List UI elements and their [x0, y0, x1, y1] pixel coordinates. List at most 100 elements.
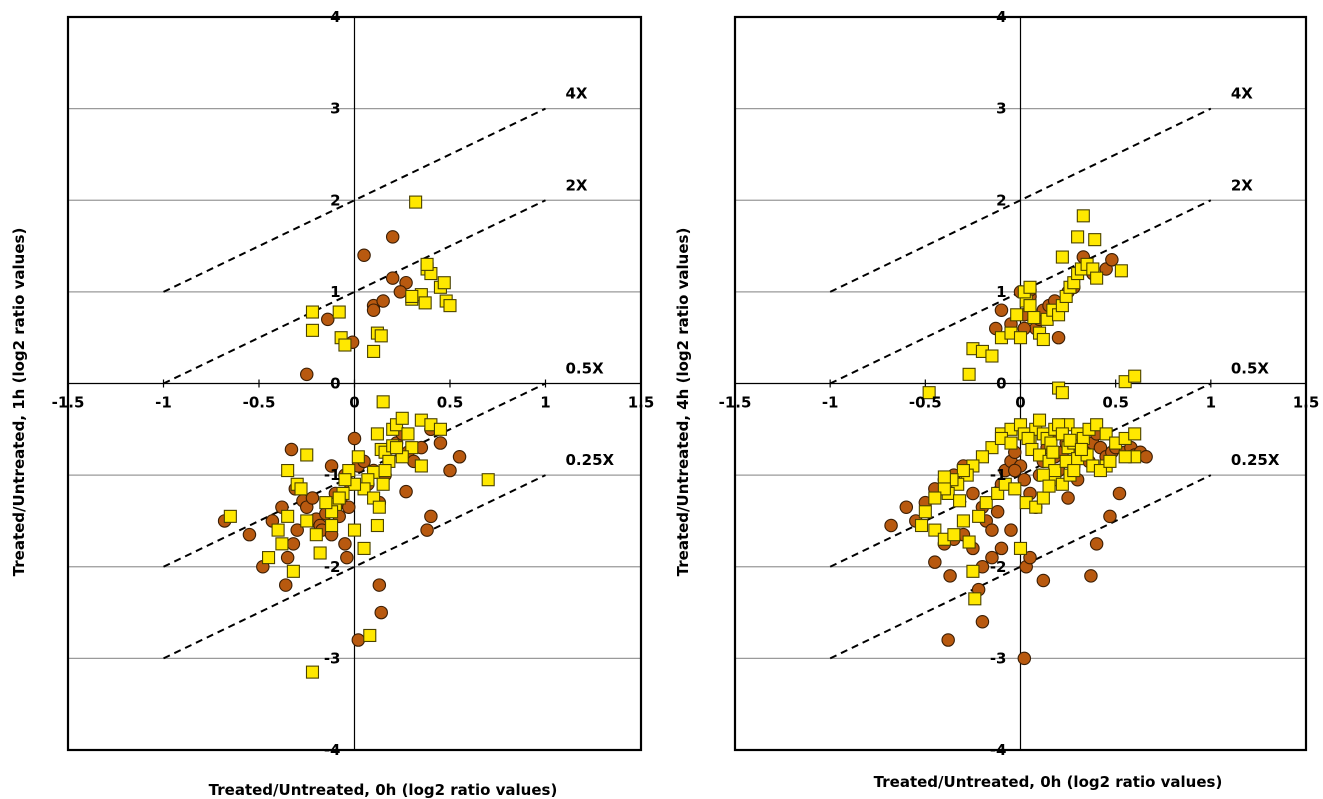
x-tick-label: -0.5	[243, 394, 276, 412]
data-point-circle	[420, 523, 434, 537]
data-point-square	[405, 289, 419, 304]
data-point-square	[962, 367, 976, 381]
x-tick-label: -1	[822, 394, 839, 412]
data-point-circle	[1008, 463, 1022, 478]
data-point-square	[319, 496, 333, 510]
data-point-circle	[985, 550, 999, 565]
data-point-square	[1055, 250, 1069, 264]
data-point-square	[1008, 482, 1022, 496]
data-point-square	[1063, 433, 1077, 447]
data-point-square	[414, 459, 428, 473]
data-point-square	[286, 564, 300, 578]
data-point-square	[928, 491, 942, 505]
data-point-square	[357, 541, 371, 555]
data-point-circle	[324, 459, 339, 473]
data-point-square	[261, 551, 276, 565]
data-point-square	[1027, 310, 1041, 325]
data-point-square	[332, 305, 346, 319]
data-point-square	[1074, 442, 1088, 457]
data-point-circle	[278, 578, 293, 592]
data-point-circle	[990, 505, 1005, 519]
data-point-square	[1103, 454, 1117, 468]
data-point-circle	[286, 537, 301, 551]
data-point-square	[1042, 479, 1056, 493]
data-point-square	[1036, 332, 1050, 347]
data-point-square	[1013, 541, 1028, 555]
data-point-square	[401, 427, 415, 441]
x-axis-title-left: Treated/Untreated, 0h (log2 ratio values…	[209, 781, 558, 799]
data-point-square	[437, 276, 451, 290]
data-point-circle	[1089, 537, 1104, 551]
reference-line	[829, 474, 1212, 660]
x-tick-label: 1	[1206, 394, 1216, 412]
reference-line	[829, 199, 1212, 385]
data-point-square	[1071, 230, 1085, 244]
data-point-square	[305, 323, 320, 337]
data-point-square	[1004, 436, 1018, 450]
data-point-circle	[376, 294, 390, 308]
data-point-square	[332, 491, 346, 505]
reference-line-label: 4X	[566, 85, 588, 103]
data-point-square	[378, 463, 392, 478]
data-point-square	[338, 473, 352, 487]
y-axis-title-left: Treated/Untreated, 1h (log2 ratio values…	[10, 228, 28, 577]
data-point-square	[968, 592, 982, 606]
data-point-square	[409, 195, 423, 209]
data-point-circle	[1036, 573, 1051, 588]
x-tick-label: 1	[540, 394, 550, 412]
data-point-square	[985, 349, 999, 363]
data-point-circle	[994, 541, 1009, 556]
reference-line	[163, 474, 546, 660]
data-point-circle	[941, 633, 955, 647]
data-point-square	[300, 448, 314, 462]
plot-frame-left	[66, 15, 643, 752]
data-point-square	[281, 463, 295, 478]
data-point-square	[947, 528, 961, 542]
data-point-circle	[1112, 486, 1127, 501]
data-point-square	[305, 665, 320, 679]
y-tick-label: 3	[330, 100, 340, 118]
data-point-square	[372, 500, 386, 514]
data-point-circle	[299, 367, 314, 382]
reference-line-label: 2X	[1231, 176, 1253, 194]
y-tick-label: -2	[990, 558, 1007, 576]
data-point-square	[956, 514, 970, 528]
data-point-circle	[994, 303, 1009, 317]
x-tick-label: 0.5	[437, 394, 464, 412]
data-point-square	[305, 305, 320, 319]
data-point-circle	[966, 486, 980, 501]
data-point-circle	[284, 442, 299, 457]
data-point-square	[433, 422, 448, 436]
y-tick-label: 0	[330, 375, 340, 393]
data-point-square	[1023, 280, 1037, 294]
y-tick-label: 1	[330, 283, 340, 301]
x-tick-label: 0.5	[1102, 394, 1129, 412]
data-point-square	[338, 338, 352, 352]
reference-line-label: 2X	[566, 176, 588, 194]
data-point-square	[1118, 450, 1132, 464]
y-tick-label: 2	[996, 191, 1006, 209]
data-point-circle	[1084, 569, 1098, 583]
data-point-square	[953, 494, 967, 508]
data-point-square	[418, 296, 432, 310]
data-point-circle	[943, 569, 957, 583]
data-point-circle	[385, 271, 400, 285]
data-point-square	[481, 473, 495, 487]
data-point-square	[223, 509, 237, 523]
data-point-square	[1128, 427, 1142, 441]
reference-line-label: 0.25X	[566, 451, 615, 469]
data-point-square	[281, 509, 295, 523]
reference-line	[829, 382, 1212, 568]
data-point-circle	[452, 450, 467, 464]
data-point-circle	[366, 303, 381, 317]
data-point-square	[363, 628, 377, 643]
y-tick-label: -2	[324, 558, 341, 576]
data-point-circle	[280, 550, 295, 565]
y-tick-label: -3	[990, 649, 1007, 667]
data-point-square	[1046, 445, 1060, 459]
data-point-square	[443, 299, 457, 313]
data-point-circle	[1103, 509, 1117, 524]
data-point-circle	[433, 436, 448, 450]
